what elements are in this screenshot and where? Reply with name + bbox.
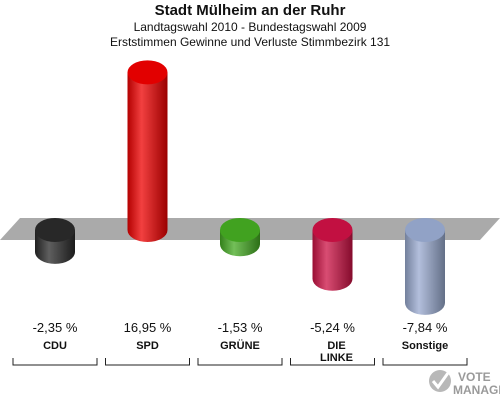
logo-line2: MANAGER [453, 383, 500, 397]
chart-titles: Stadt Mülheim an der Ruhr Landtagswahl 2… [0, 0, 500, 50]
value-label-sonstige: -7,84 % [403, 320, 448, 335]
chart-subtitle-election: Landtagswahl 2010 - Bundestagswahl 2009 [133, 20, 367, 34]
bar-spd [127, 60, 168, 243]
vote-manager-logo: VOTE MANAGER [429, 370, 500, 397]
bar-cdu [35, 218, 75, 264]
value-label-gr-ne: -1,53 % [218, 320, 263, 335]
category-bracket-gr-ne [197, 358, 283, 366]
labels-group: -2,35 % CDU 16,95 % SPD -1,53 % GRÜNE -5,24 % D… [12, 320, 468, 366]
category-label-sonstige: Sonstige [402, 340, 448, 352]
category-label-spd: SPD [136, 340, 159, 352]
bar-body-spd [127, 72, 168, 243]
bar-gr-ne [220, 218, 260, 257]
bar-cap-spd [127, 60, 168, 85]
category-bracket-die-linke [290, 358, 375, 366]
chart-subtitle-district: Erststimmen Gewinne und Verluste Stimmbe… [109, 35, 391, 49]
bar-cap-cdu [35, 218, 75, 242]
bar-cap-die-linke [312, 218, 353, 242]
bar-cap-gr-ne [220, 218, 260, 242]
category-bracket-spd [105, 358, 190, 366]
bar-die-linke [312, 218, 353, 291]
bars-group [35, 60, 445, 315]
chart-title: Stadt Mülheim an der Ruhr [154, 2, 346, 19]
category-label-cdu: CDU [43, 340, 67, 352]
category-bracket-sonstige [382, 358, 468, 366]
category-label-gr-ne: GRÜNE [220, 339, 260, 352]
value-label-spd: 16,95 % [124, 320, 172, 335]
value-label-die-linke: -5,24 % [310, 320, 355, 335]
category-bracket-cdu [12, 358, 98, 366]
bar-sonstige [405, 218, 445, 315]
logo-line1: VOTE [458, 370, 491, 384]
checkmark-logo-icon [429, 370, 451, 392]
category-label-die-linke-line2: LINKE [320, 352, 353, 364]
bar-cap-sonstige [405, 218, 445, 242]
bar-body-die-linke [312, 230, 353, 291]
value-label-cdu: -2,35 % [33, 320, 78, 335]
category-label-die-linke-line1: DIE [327, 340, 345, 352]
bar-body-sonstige [405, 230, 445, 315]
